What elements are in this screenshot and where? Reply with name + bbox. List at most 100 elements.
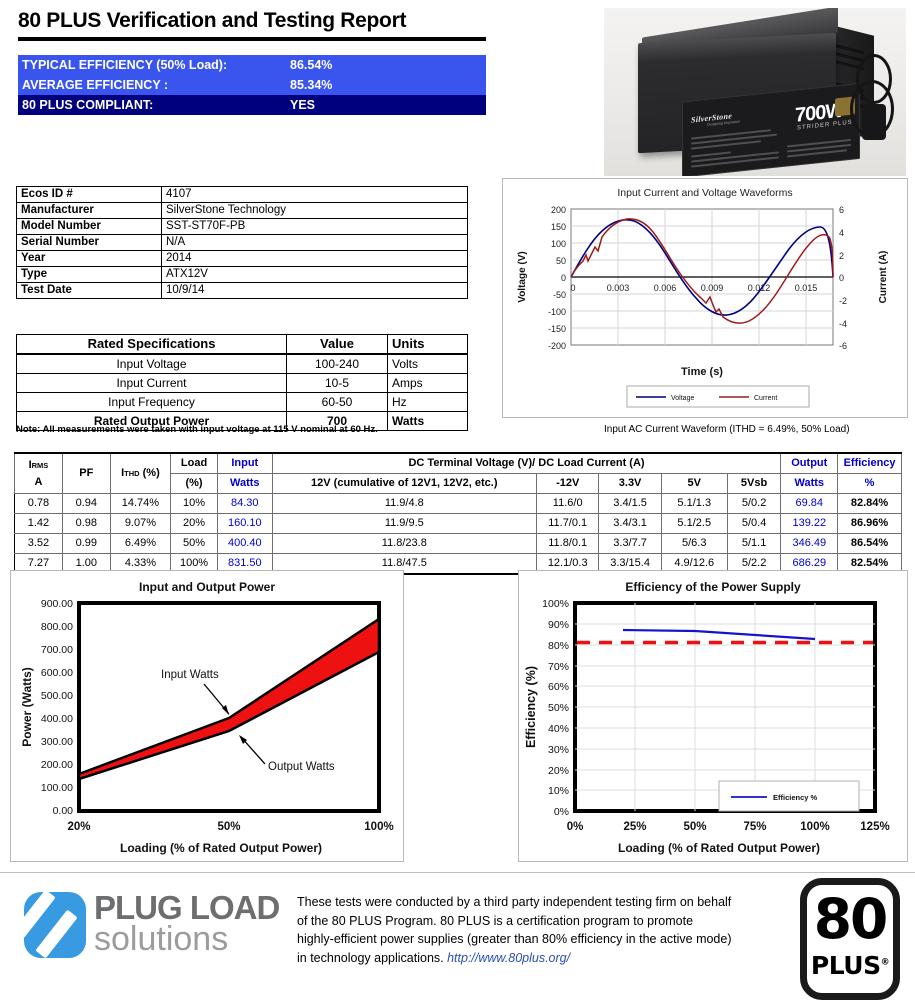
svg-text:500.00: 500.00 [41, 690, 73, 702]
svg-text:30%: 30% [548, 744, 569, 756]
page-title: 80 PLUS Verification and Testing Report [18, 9, 407, 32]
cell-pf: 0.94 [61, 493, 111, 514]
legend-voltage: Voltage [671, 395, 694, 402]
waveform-caption: Input AC Current Waveform (ITHD = 6.49%,… [604, 424, 850, 435]
x-axis-ticks: 0 0.003 0.006 0.009 0.012 0.015 [570, 283, 817, 293]
summary-label: AVERAGE EFFICIENCY : [22, 78, 169, 92]
svg-text:0: 0 [570, 283, 575, 293]
table-row: Serial Number N/A [16, 234, 468, 251]
svg-text:-50: -50 [553, 290, 566, 300]
x-axis-label: Loading (% of Rated Output Power) [618, 841, 820, 855]
table-row: Ecos ID #4107 [16, 186, 468, 203]
info-key: Type [16, 266, 162, 283]
chart-title: Efficiency of the Power Supply [625, 580, 801, 594]
col-header-efficiency-unit: % [837, 473, 902, 494]
80plus-website-link[interactable]: http://www.80plus.org/ [447, 950, 571, 965]
footer-line-4: in technology applications. [297, 950, 444, 965]
y-axis-label: Efficiency (%) [524, 666, 538, 748]
cell-5v: 5.1/1.3 [660, 493, 728, 514]
plug-load-solutions-logo: PLUG LOAD solutions [24, 888, 294, 962]
svg-text:-6: -6 [839, 341, 847, 351]
table-row: Input Current 10-5 Amps [16, 373, 468, 393]
table-row: Year 2014 [16, 250, 468, 267]
svg-text:75%: 75% [743, 821, 766, 833]
y-axis-label: Voltage (V) [517, 251, 528, 302]
col-header-n12v: -12V [535, 473, 600, 494]
x-axis-ticks: 0% 25% 50% 75% 100% 125% [567, 821, 890, 833]
annotation-input-watts: Input Watts [161, 669, 219, 681]
info-value: 2014 [161, 250, 468, 267]
spec-name: Rated Output Power [16, 411, 287, 431]
svg-text:20%: 20% [67, 821, 90, 833]
svg-text:100%: 100% [364, 821, 393, 833]
psu-product-photo: SilverStone Designing Aspiration 700W ST… [604, 8, 906, 176]
efficiency-chart: Efficiency of the Power Supply 100% 90% 80… [518, 570, 908, 862]
x-axis-label: Time (s) [681, 366, 723, 378]
spec-value: 60-50 [286, 392, 388, 412]
annotation-output-watts: Output Watts [268, 761, 335, 773]
info-value: SST-ST70F-PB [161, 218, 468, 235]
summary-row-typical-efficiency: TYPICAL EFFICIENCY (50% Load): 86.54% [18, 55, 486, 75]
legend-efficiency: Efficiency % [773, 793, 818, 802]
col-header-ithd: ITHD (%) [109, 452, 172, 494]
psu-cable-bundle [862, 104, 886, 140]
cell-pf: 0.99 [61, 533, 111, 554]
svg-text:0: 0 [839, 273, 844, 283]
y-axis-label: Power (Watts) [20, 667, 34, 747]
col-header-output-watts-unit: Watts [780, 473, 839, 494]
svg-text:50%: 50% [548, 702, 569, 714]
svg-text:25%: 25% [623, 821, 646, 833]
cell-load: 20% [170, 513, 218, 534]
y-axis-ticks: 200 150 100 50 0 -50 -100 -150 -200 [548, 205, 566, 351]
table-row: Manufacturer SilverStone Technology [16, 202, 468, 219]
title-block: 80 PLUS Verification and Testing Report [18, 8, 488, 41]
plug-load-mark-icon [24, 892, 86, 958]
svg-text:10%: 10% [548, 785, 569, 797]
svg-text:600.00: 600.00 [41, 667, 73, 679]
cell-12v: 11.8/47.5 [271, 553, 538, 575]
svg-text:0: 0 [561, 273, 566, 283]
cell-5v: 5/6.3 [660, 533, 728, 554]
cell-output-watts: 69.84 [780, 493, 839, 514]
cell-output-watts: 139.22 [780, 513, 839, 534]
info-value: ATX12V [161, 266, 468, 283]
svg-text:900.00: 900.00 [41, 598, 73, 610]
waveform-chart: Input Current and Voltage Waveforms 200 1… [502, 178, 908, 418]
col-header-load: Load [170, 452, 218, 474]
badge-number: 80 [813, 887, 889, 951]
cell-n12v: 11.6/0 [535, 493, 600, 514]
col-header-output-watts: Output [780, 452, 839, 474]
spec-units: Watts [387, 411, 468, 431]
svg-text:50%: 50% [683, 821, 706, 833]
svg-text:200.00: 200.00 [41, 759, 73, 771]
cell-5vsb: 5/0.2 [726, 493, 782, 514]
summary-row-compliance: 80 PLUS COMPLIANT: YES [18, 95, 486, 115]
measurement-note: Note: All measurements were taken with i… [16, 424, 378, 435]
svg-text:100%: 100% [800, 821, 829, 833]
spec-header-name: Rated Specifications [16, 334, 287, 355]
footer-line-3: highly-efficient power supplies (greater… [297, 932, 732, 946]
svg-text:-150: -150 [548, 324, 566, 334]
footer-line-1: These tests were conducted by a third pa… [297, 895, 732, 909]
y-axis-ticks: 100% 90% 80% 70% 60% 50% 40% 30% 20% 10% 0% [542, 598, 569, 818]
y2-axis-label: Current (A) [878, 251, 889, 304]
badge-word: PLUS® [810, 951, 890, 980]
cell-input-watts: 160.10 [216, 513, 273, 534]
cell-5vsb: 5/0.4 [726, 513, 782, 534]
svg-text:300.00: 300.00 [41, 736, 73, 748]
svg-text:-2: -2 [839, 296, 847, 306]
svg-text:0%: 0% [567, 821, 584, 833]
y2-axis-ticks: 6 4 2 0 -2 -4 -6 [839, 205, 847, 351]
table-row: Input Frequency 60-50 Hz [16, 392, 468, 412]
table-header-row: (%) Watts 12V (cumulative of 12V1, 12V2,… [15, 473, 902, 494]
cell-irms: 0.78 [14, 493, 63, 514]
cell-33v: 3.4/3.1 [598, 513, 662, 534]
cell-5v: 4.9/12.6 [660, 553, 728, 575]
svg-text:0.00: 0.00 [53, 805, 74, 817]
svg-text:200: 200 [551, 205, 566, 215]
summary-block: TYPICAL EFFICIENCY (50% Load): 86.54% AV… [18, 55, 486, 115]
info-value: SilverStone Technology [161, 202, 468, 219]
info-key: Serial Number [16, 234, 162, 251]
spec-name: Input Frequency [16, 392, 287, 412]
svg-text:100%: 100% [542, 598, 569, 610]
